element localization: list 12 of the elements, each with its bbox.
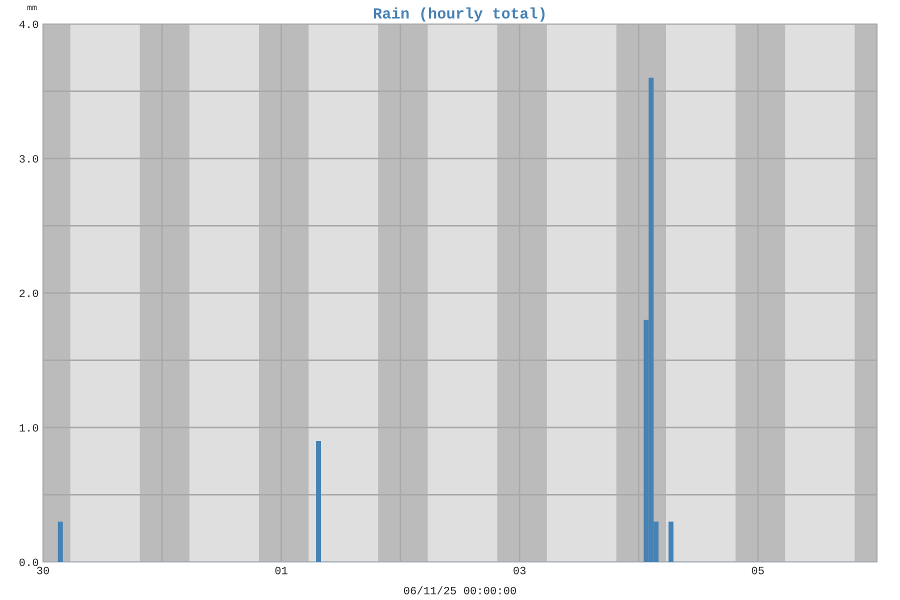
y-tick-label: 0.0	[20, 558, 38, 566]
chart-title: Rain (hourly total)	[374, 7, 545, 22]
y-tick-label: 3.0	[20, 155, 38, 163]
x-tick-label: 01	[275, 566, 288, 574]
x-tick-label: 30	[37, 566, 49, 574]
y-tick-label: 4.0	[19, 20, 38, 28]
x-tick-label: 05	[752, 566, 764, 574]
x-tick-label: 03	[514, 566, 526, 574]
x-axis-title: 06/11/25 00:00:00	[404, 586, 516, 594]
y-axis-title: mm	[27, 6, 37, 10]
y-tick-label: 1.0	[20, 424, 38, 432]
y-tick-label: 2.0	[20, 290, 38, 298]
